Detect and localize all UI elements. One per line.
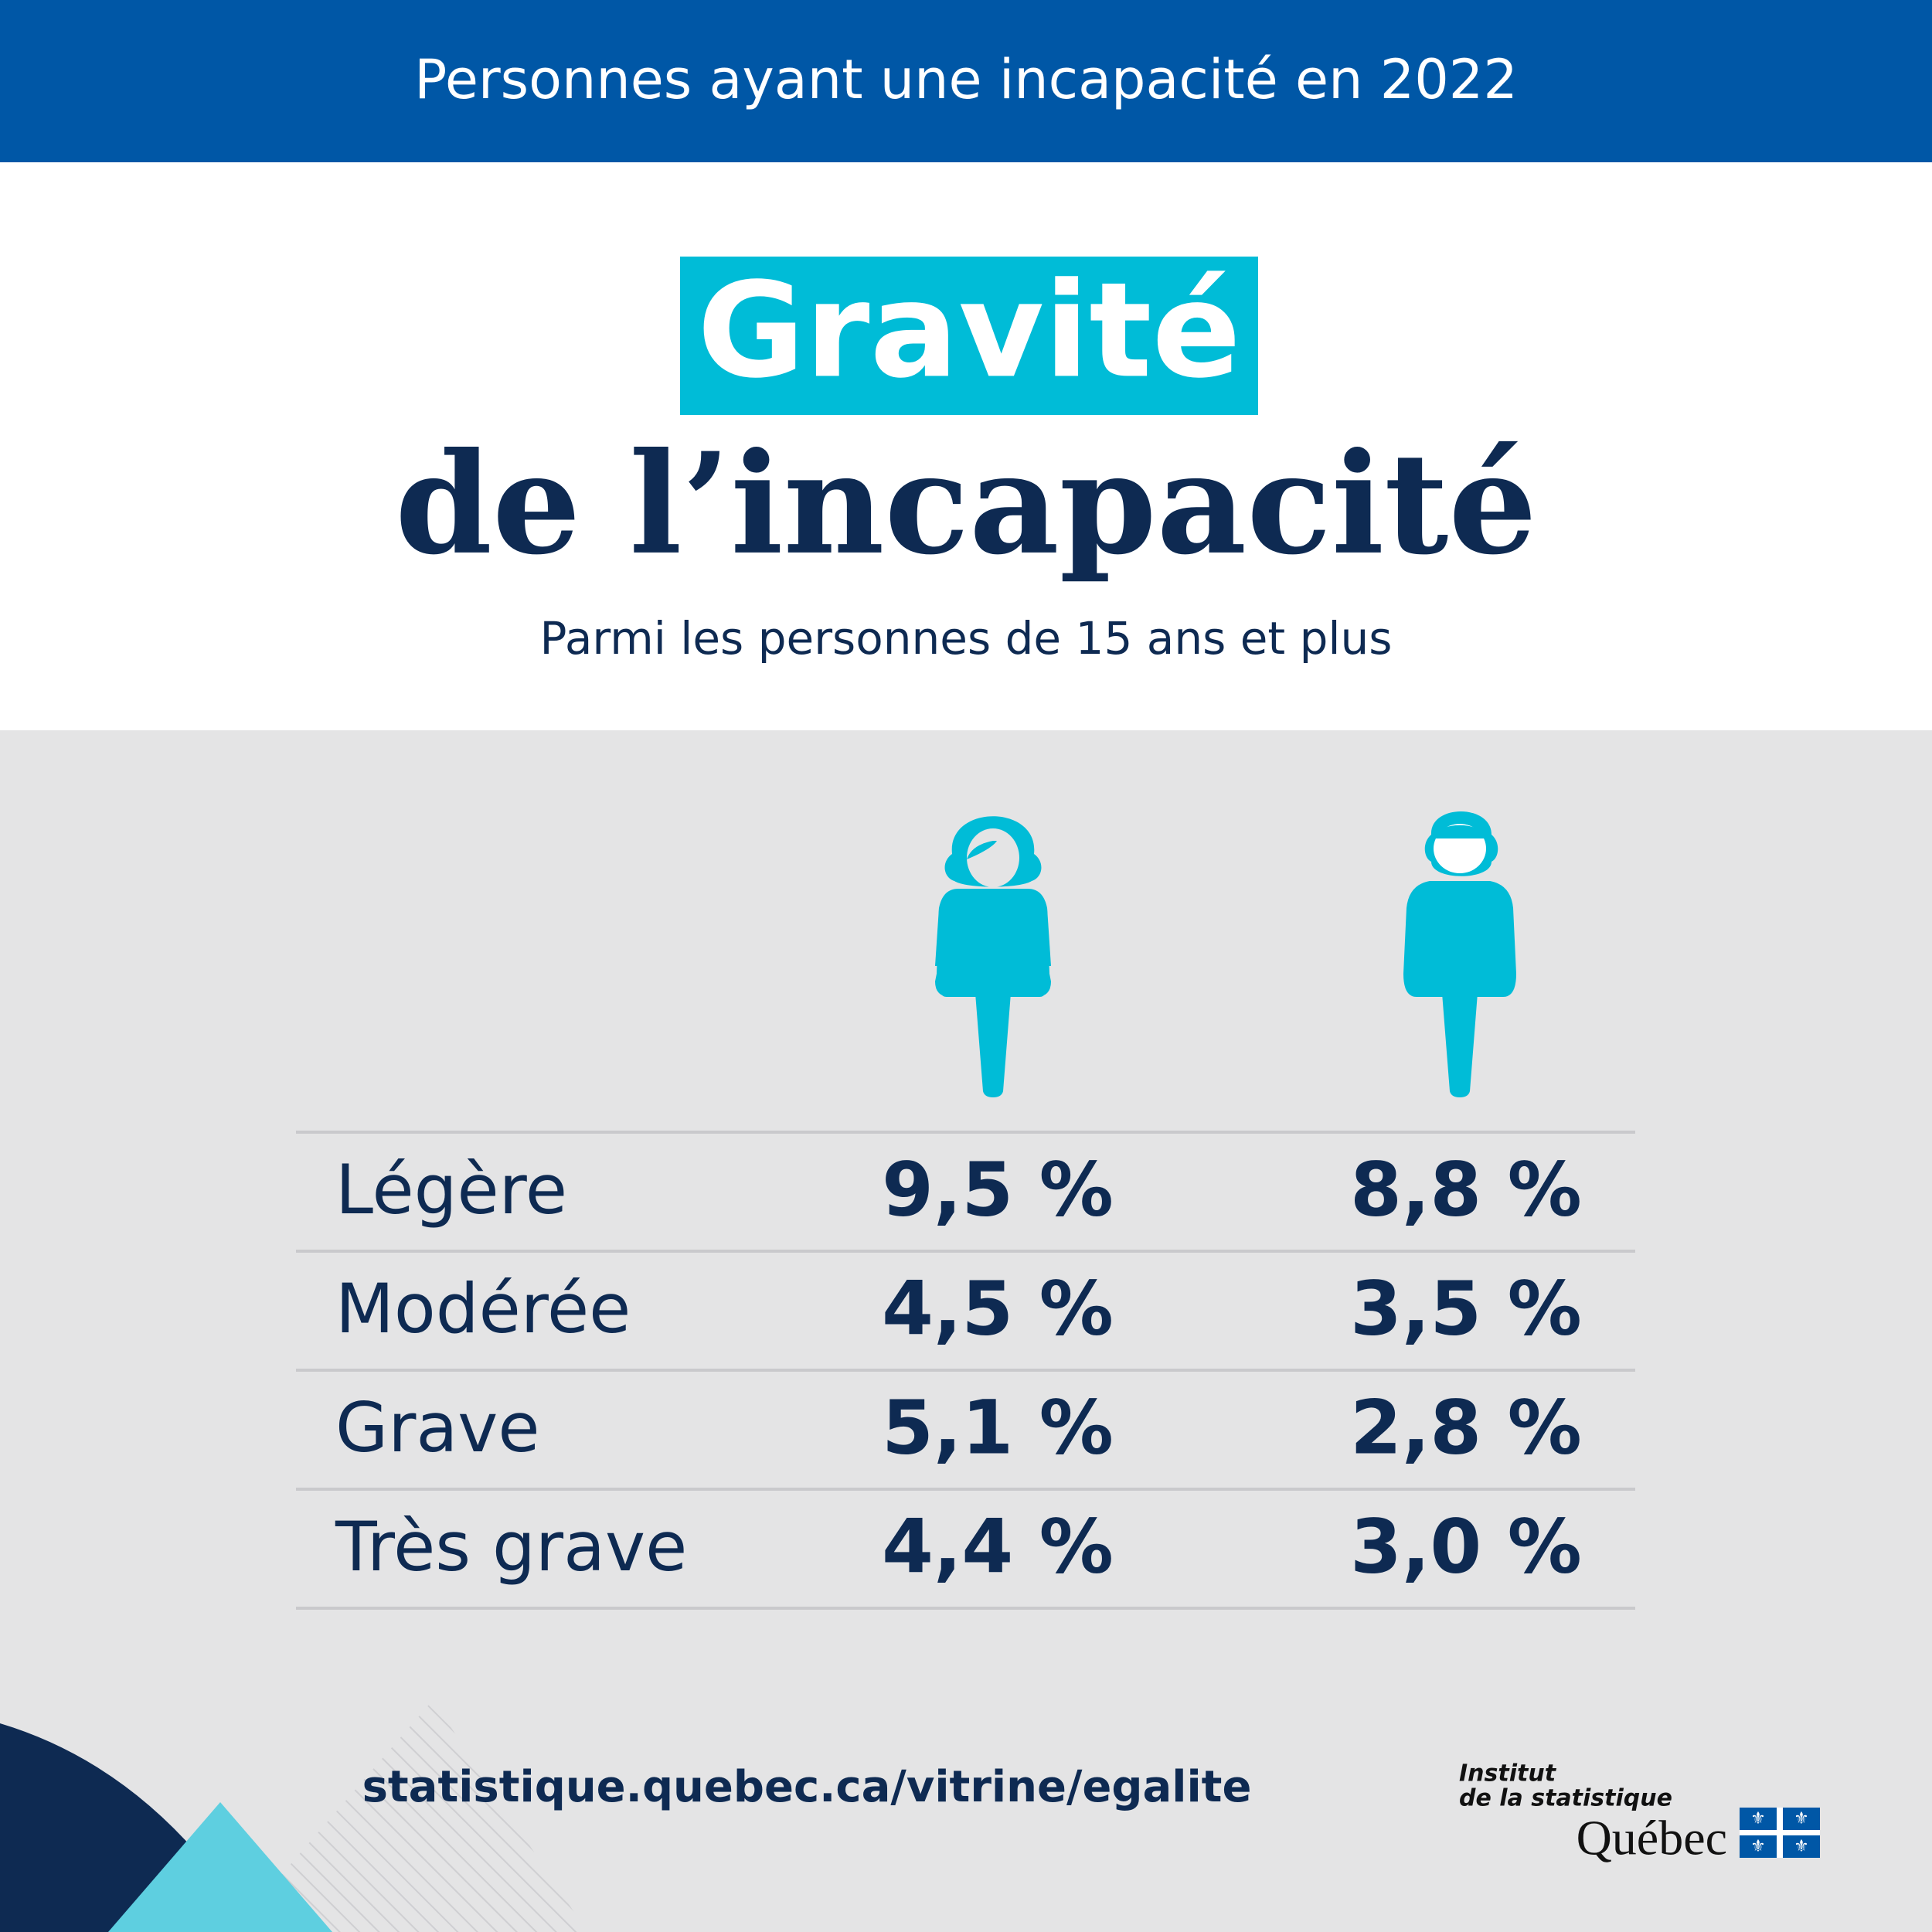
cell-men: 2,8 % bbox=[1350, 1384, 1582, 1471]
decor-hatch bbox=[232, 1700, 587, 1932]
row-label: Modérée bbox=[335, 1269, 631, 1349]
logo-flag: ⚜ ⚜ ⚜ ⚜ bbox=[1740, 1808, 1820, 1858]
row-label: Grave bbox=[335, 1388, 540, 1468]
svg-text:⚜: ⚜ bbox=[1794, 1809, 1809, 1828]
headline-title: de l’incapacité bbox=[395, 423, 1537, 586]
svg-text:⚜: ⚜ bbox=[1750, 1809, 1766, 1828]
cell-women: 9,5 % bbox=[882, 1146, 1114, 1233]
cell-women: 4,4 % bbox=[882, 1503, 1114, 1590]
cell-men: 3,5 % bbox=[1350, 1265, 1582, 1352]
highlight-box bbox=[680, 257, 1258, 415]
footer-url: statistique.quebec.ca/vitrine/egalite bbox=[362, 1762, 1252, 1812]
logo-line1: Institut bbox=[1459, 1760, 1557, 1787]
table: Légère 9,5 % 8,8 % Modérée 4,5 % 3,5 % Grave 5,… bbox=[296, 1131, 1635, 1610]
man-icon bbox=[1403, 811, 1516, 1097]
row-label: Légère bbox=[335, 1150, 567, 1230]
svg-text:⚜: ⚜ bbox=[1794, 1837, 1809, 1856]
cell-men: 8,8 % bbox=[1350, 1146, 1582, 1233]
headline-highlight: Gravité bbox=[697, 254, 1241, 407]
header-title: Personnes ayant une incapacité en 2022 bbox=[414, 48, 1518, 111]
logo-line3: Québec bbox=[1577, 1811, 1727, 1866]
cell-men: 3,0 % bbox=[1350, 1503, 1582, 1590]
headline-subtitle: Parmi les personnes de 15 ans et plus bbox=[539, 612, 1392, 665]
cell-women: 5,1 % bbox=[882, 1384, 1114, 1471]
row-label: Très grave bbox=[335, 1507, 687, 1587]
header-bar bbox=[0, 0, 1932, 162]
svg-text:⚜: ⚜ bbox=[1750, 1837, 1766, 1856]
decor-cyan bbox=[108, 1802, 332, 1932]
cell-women: 4,5 % bbox=[882, 1265, 1114, 1352]
logo-line2: de la statistique bbox=[1459, 1785, 1672, 1812]
woman-icon bbox=[935, 816, 1051, 1097]
